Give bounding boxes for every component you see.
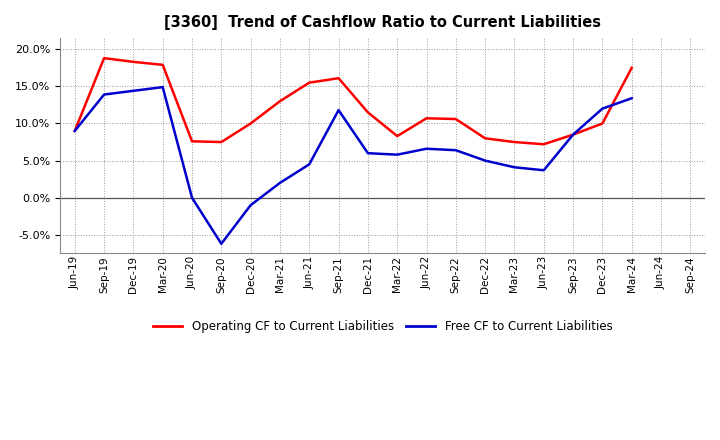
- Legend: Operating CF to Current Liabilities, Free CF to Current Liabilities: Operating CF to Current Liabilities, Fre…: [148, 315, 617, 338]
- Title: [3360]  Trend of Cashflow Ratio to Current Liabilities: [3360] Trend of Cashflow Ratio to Curren…: [164, 15, 601, 30]
